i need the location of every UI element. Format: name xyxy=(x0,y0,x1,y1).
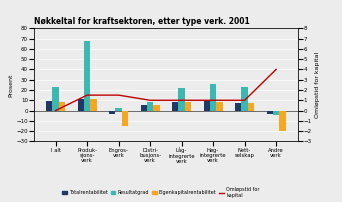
Bar xyxy=(248,103,254,110)
Bar xyxy=(216,102,223,110)
Y-axis label: Omløpstid for kapital: Omløpstid for kapital xyxy=(315,52,320,118)
Bar xyxy=(52,87,59,110)
Bar xyxy=(59,102,65,110)
Bar xyxy=(210,84,216,110)
Y-axis label: Prosent: Prosent xyxy=(9,73,14,97)
Bar xyxy=(172,102,179,110)
Bar xyxy=(46,101,52,110)
Legend: Totalrentabilitet, Resultatgrad, Eigenkapitalrentabilitet, Omløpstid for
kapital: Totalrentabilitet, Resultatgrad, Eigenka… xyxy=(60,185,262,200)
Bar xyxy=(179,88,185,110)
Bar xyxy=(204,101,210,110)
Bar xyxy=(141,105,147,110)
Bar xyxy=(109,110,116,114)
Bar xyxy=(185,102,191,110)
Bar xyxy=(78,99,84,110)
Text: Nøkkeltal for kraftsektoren, etter type verk. 2001: Nøkkeltal for kraftsektoren, etter type … xyxy=(34,17,250,26)
Bar xyxy=(235,103,241,110)
Bar xyxy=(267,110,273,114)
Bar xyxy=(147,102,153,110)
Bar xyxy=(279,110,286,131)
Bar xyxy=(273,110,279,115)
Bar xyxy=(90,99,96,110)
Bar xyxy=(122,110,128,126)
Bar xyxy=(241,87,248,110)
Bar xyxy=(84,41,90,110)
Bar xyxy=(153,105,160,110)
Bar xyxy=(116,108,122,110)
